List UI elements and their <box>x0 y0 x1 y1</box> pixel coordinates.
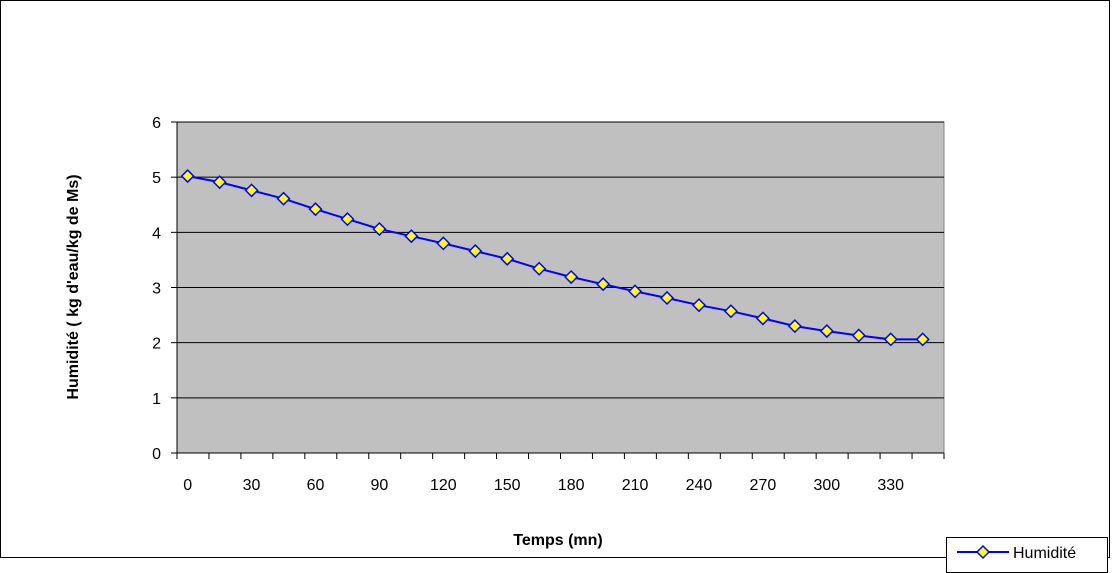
x-tick-label: 150 <box>494 477 521 494</box>
data-point-marker <box>244 183 259 198</box>
data-point-marker <box>596 277 611 292</box>
data-point-marker <box>564 269 579 285</box>
x-tick-label: 300 <box>813 477 840 494</box>
data-point-marker <box>468 244 483 259</box>
x-tick-label: 90 <box>371 477 389 494</box>
x-ticks: 0 30 60 90 120 150 180 210 240 270 300 330 <box>176 453 945 494</box>
data-point-marker <box>180 169 195 184</box>
legend-swatch <box>957 544 1009 560</box>
data-point-marker <box>787 319 802 334</box>
data-point-marker <box>436 236 451 251</box>
data-point-marker <box>755 311 770 326</box>
x-tick-label: 330 <box>877 477 904 494</box>
data-point-marker <box>819 324 834 339</box>
y-tick-label: 1 <box>152 391 161 408</box>
x-axis-title: Temps (mn) <box>513 532 602 549</box>
data-point-marker <box>404 229 419 244</box>
y-tick-label: 5 <box>152 170 161 187</box>
legend-marker <box>975 544 991 560</box>
data-point-marker <box>851 328 866 343</box>
x-tick-label: 60 <box>307 477 325 494</box>
x-tick-label: 0 <box>183 477 192 494</box>
data-point-marker <box>723 304 739 319</box>
y-ticks: 0 1 2 3 4 5 6 <box>152 115 177 463</box>
y-axis-title: Humidité ( kg d'eau/kg de Ms) <box>65 174 82 399</box>
data-point-marker <box>628 284 643 299</box>
data-point-marker <box>500 251 515 266</box>
y-tick-label: 0 <box>152 446 161 463</box>
data-point-marker <box>691 298 707 313</box>
data-point-marker <box>915 332 930 347</box>
y-tick-label: 6 <box>152 115 161 132</box>
y-tick-label: 3 <box>152 281 161 298</box>
grid-lines <box>177 121 944 399</box>
data-point-marker <box>532 261 547 276</box>
x-tick-label: 270 <box>750 477 777 494</box>
legend-label: Humidité <box>1013 545 1077 562</box>
x-tick-label: 120 <box>430 477 457 494</box>
data-point-marker <box>340 212 355 227</box>
x-tick-label: 240 <box>686 477 713 494</box>
data-point-marker <box>308 202 323 217</box>
legend: Humidité <box>946 537 1108 573</box>
y-tick-label: 4 <box>152 225 161 242</box>
data-point-marker <box>883 332 898 347</box>
data-point-marker <box>372 221 387 237</box>
series-humidite <box>180 169 930 347</box>
data-point-marker <box>659 290 675 306</box>
data-point-marker <box>212 175 227 190</box>
data-point-marker <box>276 191 291 206</box>
x-tick-label: 210 <box>622 477 649 494</box>
x-tick-label: 30 <box>243 477 261 494</box>
x-tick-label: 180 <box>558 477 585 494</box>
y-tick-label: 2 <box>152 336 161 353</box>
